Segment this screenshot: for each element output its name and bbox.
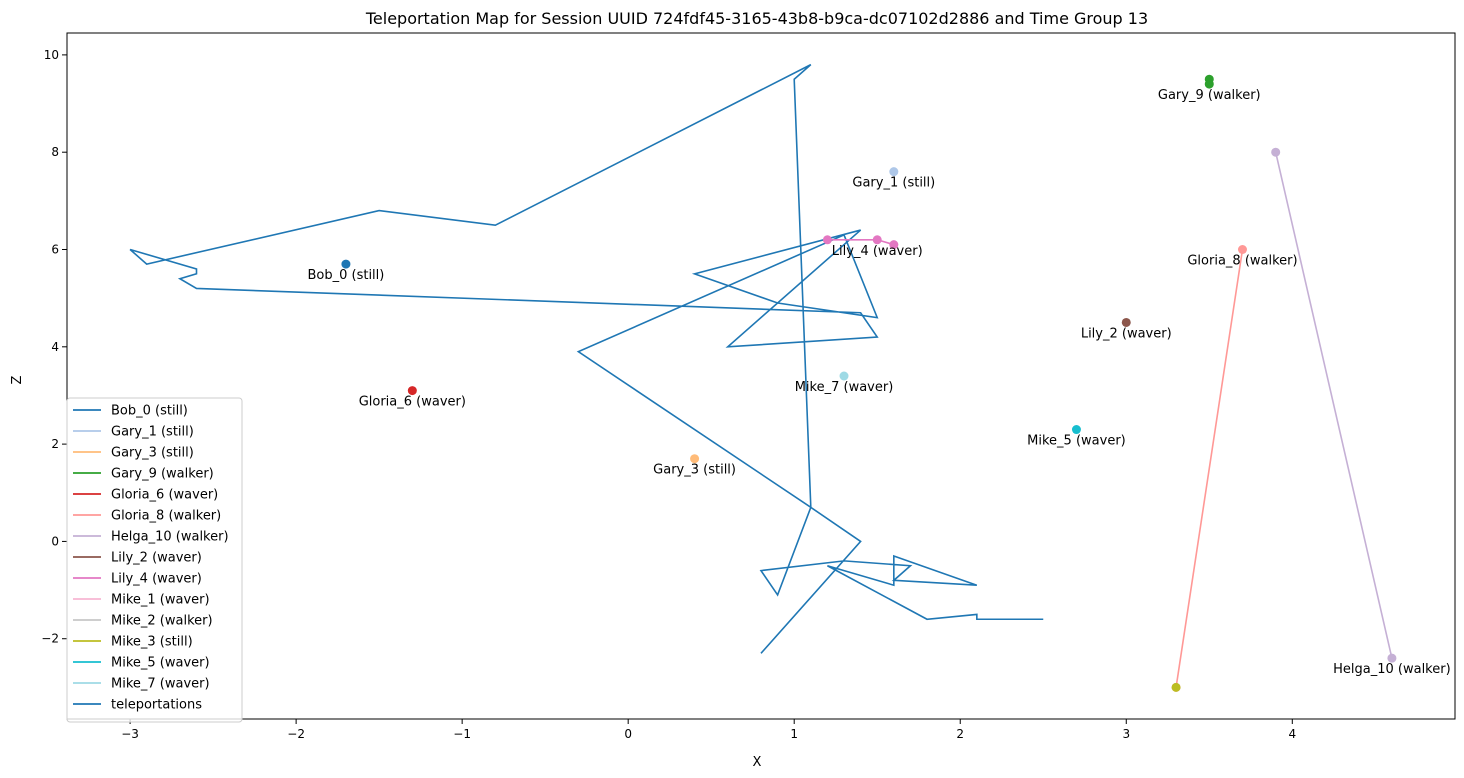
x-axis: −3 −2 −1 0 1 2 3 4 (121, 719, 1296, 741)
x-tick-label: −1 (453, 727, 471, 741)
data-point (872, 235, 882, 245)
y-tick-label: −2 (41, 632, 59, 646)
point-label: Gloria_8 (walker) (1187, 254, 1297, 269)
legend-entry: Gary_3 (still) (111, 446, 194, 461)
x-tick-label: 3 (1122, 727, 1130, 741)
series-line (1274, 152, 1393, 659)
legend-entry: Mike_1 (waver) (111, 593, 210, 608)
data-point (407, 386, 417, 396)
data-point (1204, 79, 1214, 89)
y-axis-label: Z (10, 375, 25, 384)
point-label: Gary_1 (still) (852, 176, 935, 191)
y-axis: −2 0 2 4 6 8 10 (41, 48, 67, 646)
point-label: Gary_3 (still) (653, 463, 736, 478)
chart-title: Teleportation Map for Session UUID 724fd… (365, 9, 1148, 28)
legend: Bob_0 (still) Gary_1 (still) Gary_3 (still… (66, 397, 243, 723)
legend-entry: Bob_0 (still) (111, 404, 188, 419)
plot-area (66, 32, 1456, 720)
data-point (889, 240, 899, 250)
legend-entry: Helga_10 (walker) (111, 530, 229, 545)
teleportation-path (129, 63, 1044, 654)
legend-entry: teleportations (111, 698, 202, 713)
legend-entry: Mike_2 (walker) (111, 614, 213, 629)
point-label: Lily_4 (waver) (832, 244, 923, 259)
data-point (889, 167, 899, 177)
legend-entry: Mike_3 (still) (111, 635, 193, 650)
teleport-layer (129, 63, 1044, 654)
y-tick-label: 0 (51, 534, 59, 548)
data-point (1071, 425, 1081, 435)
x-tick-label: 2 (956, 727, 964, 741)
data-point (839, 371, 849, 381)
legend-entry: Gary_1 (still) (111, 425, 194, 440)
x-axis-label: X (753, 755, 762, 770)
y-tick-label: 6 (51, 243, 59, 257)
point-label: Bob_0 (still) (307, 268, 384, 283)
point-label: Mike_5 (waver) (1027, 434, 1126, 449)
legend-box (66, 397, 243, 723)
data-point (1271, 147, 1281, 157)
legend-entry: Gloria_6 (waver) (111, 488, 218, 503)
data-point (1171, 682, 1181, 692)
x-tick-label: 4 (1288, 727, 1296, 741)
point-label: Gloria_6 (waver) (359, 395, 466, 410)
x-tick-label: 0 (624, 727, 632, 741)
legend-entry: Gloria_8 (walker) (111, 509, 221, 524)
y-tick-label: 4 (51, 340, 59, 354)
data-point (1121, 317, 1131, 327)
legend-entry: Mike_7 (waver) (111, 677, 210, 692)
series-layer: Bob_0 (still) Gary_1 (still) Gary_3 (still… (307, 74, 1451, 692)
x-tick-label: 1 (790, 727, 798, 741)
y-tick-label: 8 (51, 145, 59, 159)
point-label: Mike_7 (waver) (795, 380, 894, 395)
legend-entry: Lily_4 (waver) (111, 572, 202, 587)
data-point (341, 259, 351, 269)
x-tick-label: −2 (287, 727, 305, 741)
legend-entry: Lily_2 (waver) (111, 551, 202, 566)
series-line (1175, 249, 1244, 688)
point-label: Lily_2 (waver) (1081, 326, 1172, 341)
point-label: Helga_10 (walker) (1333, 662, 1451, 677)
y-tick-label: 10 (44, 48, 59, 62)
legend-entry: Mike_5 (waver) (111, 656, 210, 671)
legend-entry: Gary_9 (walker) (111, 467, 214, 482)
x-tick-label: −3 (121, 727, 139, 741)
data-point (1387, 653, 1397, 663)
y-tick-label: 2 (51, 437, 59, 451)
data-point (690, 454, 700, 464)
point-label: Gary_9 (walker) (1158, 88, 1261, 103)
data-point (1237, 245, 1247, 255)
data-point (822, 235, 832, 245)
